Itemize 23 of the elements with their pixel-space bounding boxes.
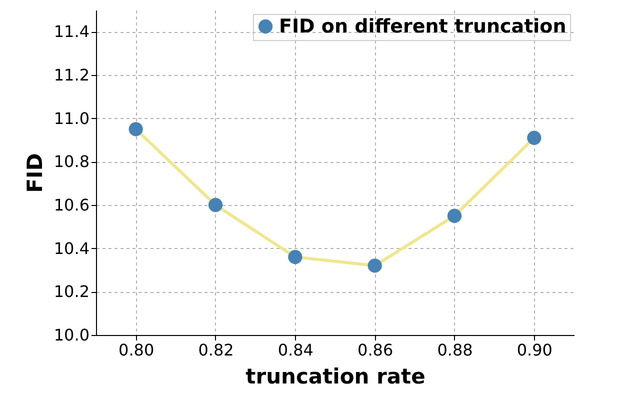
y-tick-label: 11.2: [54, 66, 90, 84]
x-tick-label: 0.86: [358, 340, 394, 360]
point: [527, 130, 542, 145]
y-tick-label: 10.0: [54, 326, 90, 344]
point: [447, 208, 462, 223]
y-axis-title: FID: [22, 153, 47, 193]
y-tick-label: 10.8: [54, 152, 90, 172]
x-tick-label: 0.80: [118, 340, 154, 360]
point: [368, 258, 382, 273]
y-tick-label: 10.2: [54, 282, 90, 302]
y-tick-label: 10.6: [54, 196, 90, 214]
x-tick-label: 0.90: [516, 340, 552, 360]
legend-label: FID on different truncation: [279, 16, 566, 38]
point: [208, 198, 223, 212]
y-tick-label: 11.4: [54, 22, 90, 42]
point: [288, 250, 302, 264]
y-tick-label: 10.4: [54, 238, 90, 258]
point: [128, 122, 143, 136]
x-tick-label: 0.82: [198, 340, 234, 360]
y-tick-label: 11.0: [54, 108, 90, 128]
x-tick-label: 0.88: [437, 340, 473, 360]
x-tick-label: 0.84: [278, 340, 314, 360]
x-axis-title: truncation rate: [246, 364, 426, 388]
